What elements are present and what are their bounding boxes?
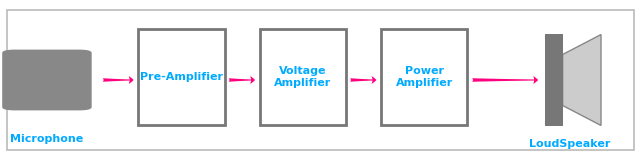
Text: LoudSpeaker: LoudSpeaker (529, 139, 611, 149)
FancyBboxPatch shape (2, 50, 92, 110)
Text: Voltage
Amplifier: Voltage Amplifier (275, 66, 332, 88)
Text: Microphone: Microphone (10, 134, 84, 144)
Bar (545, 34, 563, 126)
Text: Power
Amplifier: Power Amplifier (396, 66, 453, 88)
FancyBboxPatch shape (138, 29, 225, 125)
FancyBboxPatch shape (260, 29, 346, 125)
Text: Pre-Amplifier: Pre-Amplifier (140, 72, 223, 82)
FancyBboxPatch shape (381, 29, 467, 125)
Polygon shape (563, 35, 601, 125)
